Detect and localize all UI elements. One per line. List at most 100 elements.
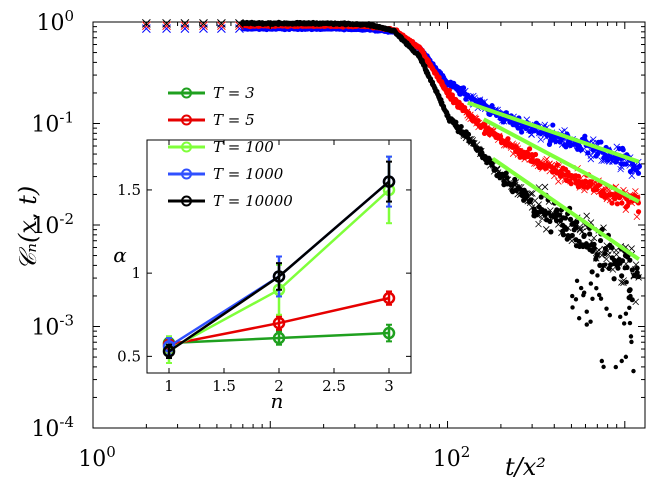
main-data-point xyxy=(600,224,607,231)
main-data-point xyxy=(556,212,563,218)
main-data-point xyxy=(602,193,608,199)
inset-chart: 1 1.5 2 2.5 3 0.5 1 1.5 n α xyxy=(113,139,412,413)
main-data-point xyxy=(623,311,629,316)
main-data-point xyxy=(217,18,226,28)
main-data-point xyxy=(504,175,510,181)
main-data-point xyxy=(446,87,453,93)
main-data-point xyxy=(578,146,584,153)
main-data-point xyxy=(583,212,590,220)
main-data-point xyxy=(627,320,633,326)
main-data-point xyxy=(589,269,595,275)
main-data-point xyxy=(594,151,601,157)
main-data-point xyxy=(603,255,610,263)
main-data-point xyxy=(602,186,610,193)
main-data-point xyxy=(449,92,455,98)
inset-ticks xyxy=(147,140,411,373)
inset-series xyxy=(162,155,396,365)
main-y-tick-label: 10-1 xyxy=(31,109,74,138)
legend-item: T = 10000 xyxy=(168,192,293,210)
inset-data-point xyxy=(382,291,396,305)
inset-y-tick-label: 0.5 xyxy=(117,347,141,365)
main-data-point xyxy=(590,296,595,301)
main-data-point xyxy=(597,292,602,298)
main-data-point xyxy=(594,286,599,291)
inset-series-4 xyxy=(162,160,396,360)
inset-x-tick-label: 1.5 xyxy=(212,377,236,395)
main-data-point xyxy=(458,123,464,130)
main-series xyxy=(142,18,643,374)
main-data-point xyxy=(505,136,511,142)
legend-item: T = 100 xyxy=(168,138,274,156)
main-data-point xyxy=(570,305,575,310)
main-data-point xyxy=(569,232,575,239)
main-data-point xyxy=(629,297,635,303)
main-data-point xyxy=(537,136,545,143)
main-ticks xyxy=(92,21,645,429)
legend-item: T = 5 xyxy=(168,111,255,129)
main-data-point xyxy=(535,220,542,228)
legend-marker xyxy=(181,195,192,207)
main-data-point xyxy=(618,261,623,266)
main-data-point xyxy=(608,262,614,268)
main-data-point xyxy=(588,281,594,286)
main-data-point xyxy=(636,163,643,169)
main-data-point xyxy=(562,215,569,221)
main-data-point xyxy=(617,165,624,173)
inset-data-point xyxy=(272,316,286,330)
inset-x-tick-label: 3 xyxy=(384,377,394,395)
main-data-point xyxy=(634,265,640,271)
main-x-tick-label: 102 xyxy=(433,443,471,472)
inset-x-axis-label: n xyxy=(271,389,284,413)
main-data-point xyxy=(588,179,594,185)
main-data-point xyxy=(582,133,588,139)
main-data-point xyxy=(595,273,600,278)
main-data-point xyxy=(584,309,589,314)
main-data-point xyxy=(554,207,560,213)
inset-data-point xyxy=(162,345,176,358)
main-data-point xyxy=(635,209,642,215)
main-data-point xyxy=(550,122,556,128)
main-data-point xyxy=(590,136,597,143)
main-data-point xyxy=(528,197,534,203)
main-data-point xyxy=(588,319,593,324)
main-data-point xyxy=(162,18,171,28)
main-data-point xyxy=(453,119,459,125)
main-data-point xyxy=(548,229,554,235)
main-data-point xyxy=(604,306,609,311)
main-series-2 xyxy=(142,18,642,374)
fit-line-1 xyxy=(482,117,640,204)
main-data-point xyxy=(633,213,641,221)
main-data-point xyxy=(628,172,636,180)
main-data-point xyxy=(598,296,604,301)
legend-label: T = 10000 xyxy=(213,192,293,210)
main-y-tick-label: 10-3 xyxy=(31,312,74,341)
inset-data-point xyxy=(272,270,286,283)
inset-x-tick-label: 2 xyxy=(274,377,284,395)
main-data-point xyxy=(628,293,633,299)
main-data-point xyxy=(611,276,617,282)
legend-marker xyxy=(181,114,192,126)
legend-label: T = 1000 xyxy=(213,165,284,183)
fit-line-0 xyxy=(467,100,640,164)
main-data-point xyxy=(594,251,602,258)
inset-data-point xyxy=(382,326,396,340)
main-data-point xyxy=(162,21,171,31)
main-data-point xyxy=(621,321,627,326)
main-data-point xyxy=(529,190,536,197)
legend-label: T = 5 xyxy=(213,111,255,129)
main-data-point xyxy=(619,358,624,364)
main-data-point xyxy=(581,290,587,295)
main-data-point xyxy=(547,207,554,214)
main-data-point xyxy=(636,273,642,280)
main-data-point xyxy=(627,305,632,310)
main-data-point xyxy=(489,162,495,168)
main-data-point xyxy=(626,199,632,205)
main-data-point xyxy=(622,266,627,271)
main-data-point xyxy=(199,18,208,28)
main-data-point xyxy=(519,129,525,135)
main-data-point xyxy=(570,293,575,299)
main-data-point xyxy=(601,364,606,370)
main-data-point xyxy=(567,216,574,222)
main-data-point xyxy=(609,266,617,273)
main-data-point xyxy=(525,151,531,157)
